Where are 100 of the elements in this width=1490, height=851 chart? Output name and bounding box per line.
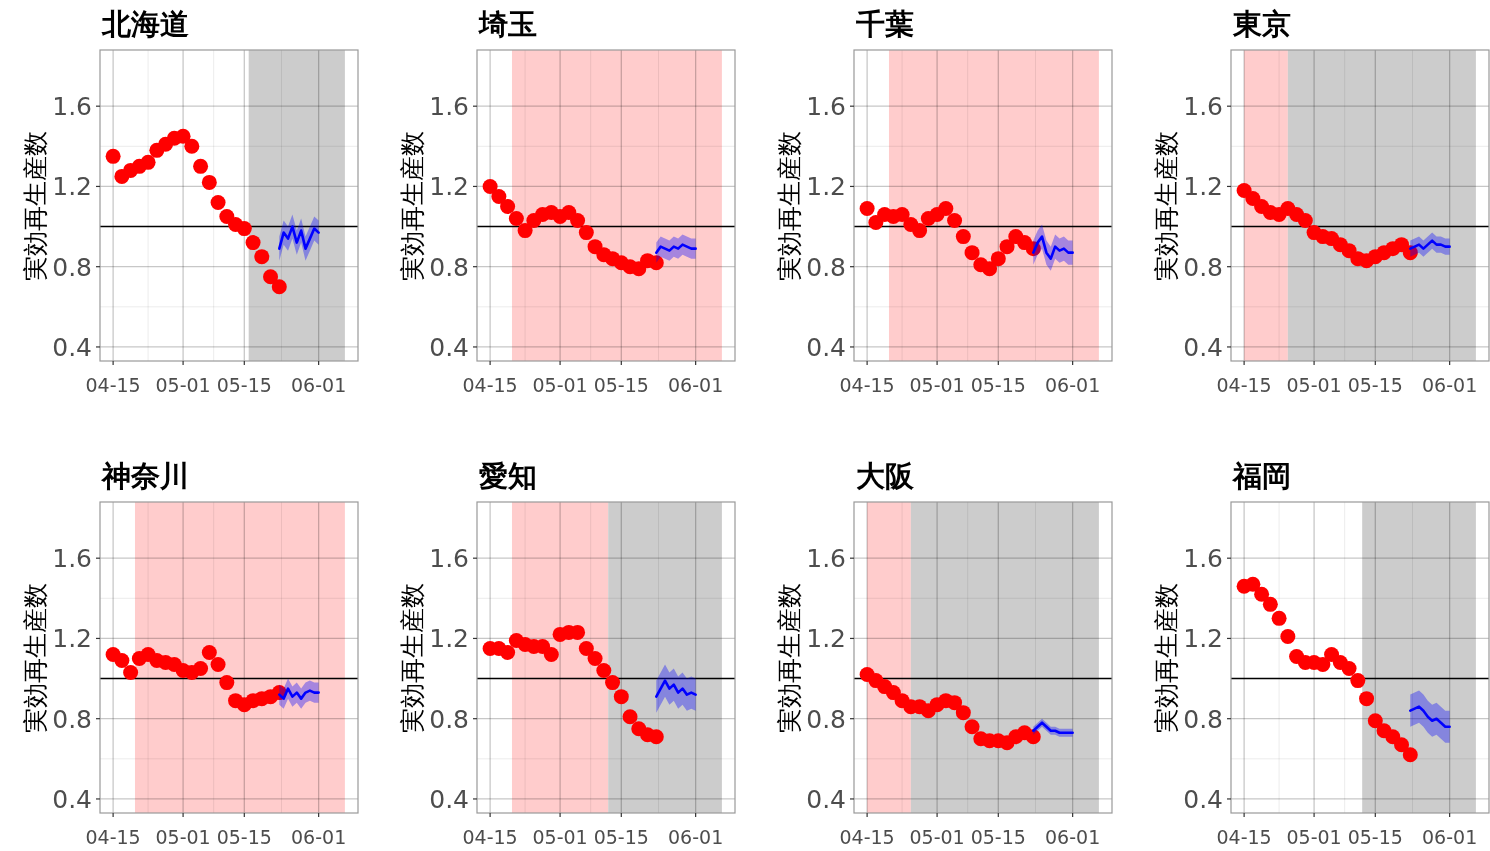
point [955,229,971,245]
point [123,665,139,681]
point [955,705,971,721]
point [859,201,875,217]
chart-title: 千葉 [855,7,914,41]
y-tick-label: 1.6 [806,92,846,122]
point [1402,747,1418,763]
point [219,675,235,691]
point [491,188,507,204]
x-tick-label: 04-15 [1216,374,1272,396]
point [201,644,217,660]
point [990,251,1006,267]
x-tick-label: 06-01 [1045,826,1101,848]
y-tick-label: 1.2 [52,624,92,654]
point [508,211,524,227]
y-tick-label: 1.2 [1183,624,1223,654]
chart-title: 神奈川 [100,459,189,493]
x-tick-label: 04-15 [839,826,895,848]
y-tick-label: 0.8 [52,252,92,282]
y-tick-label: 0.4 [1183,332,1223,362]
line-series [1408,705,1451,729]
x-tick-label: 06-01 [291,374,347,396]
point [210,194,226,210]
point [938,201,954,217]
point [175,128,191,144]
point [982,261,998,277]
x-tick-label: 05-01 [1286,826,1342,848]
point [1262,596,1278,612]
point [1367,713,1383,729]
x-tick-label: 05-15 [216,374,272,396]
x-tick-label: 05-01 [909,826,965,848]
point [1359,691,1375,707]
chart-title: 愛知 [479,459,537,493]
x-tick-label: 05-15 [593,826,649,848]
y-tick-label: 1.6 [52,92,92,122]
y-tick-label: 1.6 [429,92,469,122]
point [622,709,638,725]
point [578,640,594,656]
y-axis-title: 実効再生産数 [21,582,50,733]
point [201,174,217,190]
y-tick-label: 0.8 [52,704,92,734]
point [648,255,664,271]
y-tick-label: 1.6 [429,544,469,574]
point [1297,213,1313,229]
point [570,213,586,229]
point [184,138,200,154]
y-tick-label: 0.4 [1183,784,1223,814]
point [648,729,664,745]
point [1341,661,1357,677]
x-tick-label: 04-15 [85,826,141,848]
y-axis-title: 実効再生産数 [1152,130,1181,281]
point [500,199,516,214]
y-tick-label: 1.2 [429,172,469,202]
y-tick-label: 0.4 [52,332,92,362]
y-axis-title: 実効再生産数 [398,130,427,281]
point [114,653,130,669]
y-axis-title: 実効再生産数 [775,130,804,281]
x-tick-label: 05-15 [1347,826,1403,848]
point [1350,673,1366,689]
chart-title: 埼玉 [477,7,537,41]
y-tick-label: 0.4 [429,332,469,362]
point [245,235,261,251]
x-tick-label: 05-15 [1347,374,1403,396]
point [517,223,533,239]
point [1315,657,1331,673]
y-tick-label: 0.8 [429,704,469,734]
point [587,651,603,666]
y-tick-label: 0.4 [806,332,846,362]
y-tick-label: 0.8 [806,252,846,282]
point [271,279,287,295]
point [105,148,121,164]
point [605,675,621,691]
line-series [654,679,697,698]
x-tick-label: 04-15 [839,374,895,396]
point [1254,586,1270,602]
x-tick-label: 05-01 [155,374,211,396]
x-tick-label: 06-01 [668,826,724,848]
y-tick-label: 0.8 [1183,252,1223,282]
x-tick-label: 06-01 [291,826,347,848]
x-tick-label: 06-01 [668,374,724,396]
point [500,644,516,660]
y-tick-label: 1.2 [806,624,846,654]
point [254,249,270,265]
point [193,661,209,677]
chart-title: 東京 [1232,7,1291,41]
y-tick-label: 1.6 [1183,544,1223,574]
x-tick-label: 06-01 [1045,374,1101,396]
x-tick-label: 04-15 [462,374,518,396]
x-tick-label: 05-15 [970,374,1026,396]
line-series [277,225,320,250]
x-tick-label: 05-01 [155,826,211,848]
point [947,213,963,229]
y-tick-label: 1.2 [806,172,846,202]
y-tick-label: 1.6 [52,544,92,574]
chart-title: 北海道 [101,7,189,41]
y-axis-title: 実効再生産数 [775,582,804,733]
point [193,158,209,174]
point [578,225,594,241]
point [1280,628,1296,644]
point [210,657,226,673]
